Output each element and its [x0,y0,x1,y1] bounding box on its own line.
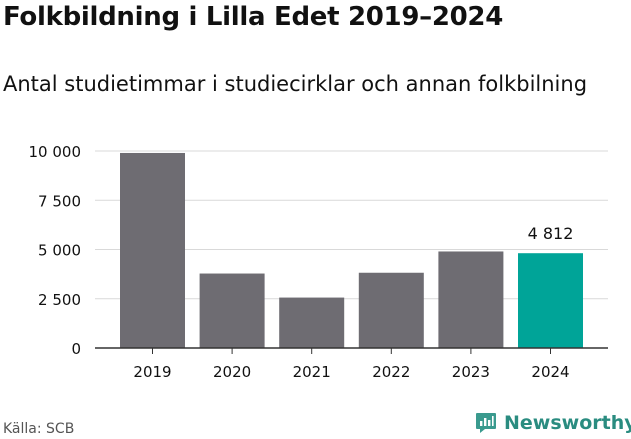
data-label: 4 812 [528,224,574,243]
chart-subtitle: Antal studietimmar i studiecirklar och a… [3,72,588,96]
x-tick-label: 2019 [133,363,171,381]
bar-2022 [358,272,424,348]
bar-2024 [518,253,583,348]
x-tick-label: 2020 [213,363,251,381]
y-tick-label: 10 000 [29,143,82,161]
y-tick-label: 5 000 [38,242,81,260]
y-tick-label: 2 500 [38,291,81,309]
x-tick-label: 2024 [531,363,569,381]
source-note: Källa: SCB [3,421,75,437]
bar-2020 [199,273,265,348]
x-tick-label: 2022 [372,363,410,381]
newsworthy-logo-icon [476,413,496,433]
brand-name: Newsworthy [504,412,631,434]
y-tick-label: 7 500 [38,192,81,210]
chart-title: Folkbildning i Lilla Edet 2019–2024 [3,2,503,32]
bar-2019 [120,152,185,348]
x-tick-label: 2023 [452,363,490,381]
bar-2021 [279,297,345,348]
newsworthy-logo[interactable]: Newsworthy [474,409,631,437]
x-tick-label: 2021 [293,363,331,381]
bar-2023 [438,251,504,348]
y-tick-label: 0 [71,340,81,358]
